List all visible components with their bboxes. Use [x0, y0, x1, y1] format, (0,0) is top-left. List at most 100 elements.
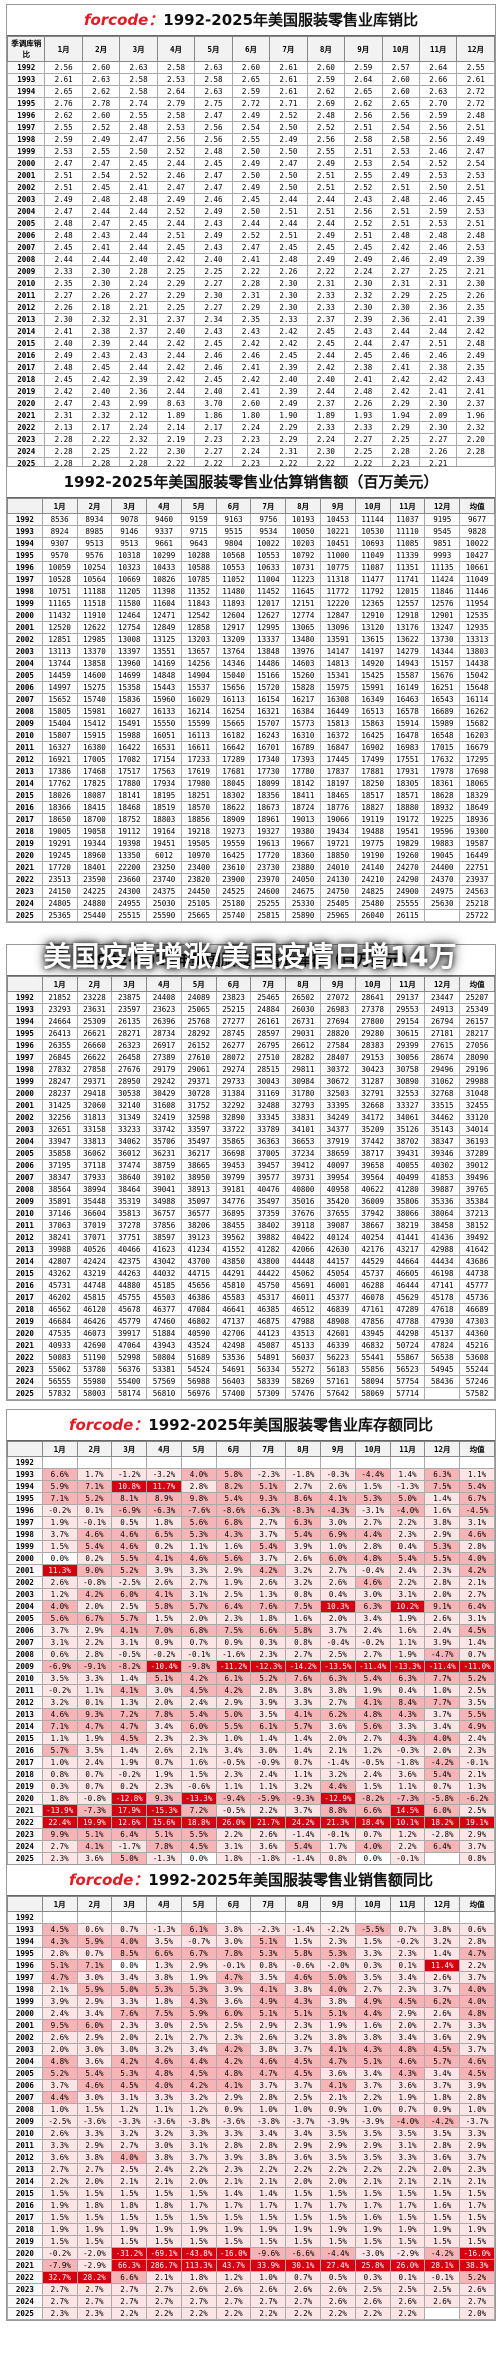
year-cell: 2021 [7, 1804, 43, 1817]
value-cell: 39412 [285, 1159, 322, 1172]
value-cell: 1.5% [41, 2211, 78, 2224]
value-cell: 1.4% [250, 1732, 287, 1745]
value-cell: 2.7% [180, 1576, 217, 1589]
value-cell [180, 1456, 217, 1469]
table-row: 2004 13744 13858 13960 14169 14256 14346 14486 1… [7, 657, 495, 670]
value-cell: 0.7% [424, 1780, 461, 1793]
title-text: 1992-2025年美国服装零售业库存（百万美元） [86, 951, 416, 969]
year-cell: 2025 [7, 2307, 43, 2320]
value-cell: 30043 [250, 1075, 287, 1088]
value-cell: 2.59 [418, 205, 458, 218]
value-cell: 3.3% [41, 2139, 78, 2152]
value-cell: 2.58 [344, 133, 383, 146]
value-cell: 6.1% [180, 1923, 217, 1936]
value-cell: 2.7% [354, 1732, 391, 1745]
value-cell: 2.7% [111, 2295, 148, 2308]
column-header: 4月 [146, 976, 182, 992]
value-cell: 25255 [250, 897, 287, 910]
value-cell: 31349 [111, 1111, 148, 1124]
value-cell: 24270 [389, 861, 426, 874]
value-cell: 43850 [215, 1255, 252, 1268]
value-cell: 0.7% [354, 1828, 391, 1841]
value-cell: 9.9% [41, 1828, 78, 1841]
value-cell: 11.7% [146, 1480, 182, 1493]
value-cell: 4.7% [320, 2055, 356, 2068]
value-cell: 2.61 [456, 73, 495, 86]
value-cell: 11480 [215, 585, 252, 598]
value-cell: 2.4% [76, 1756, 113, 1769]
value-cell: 19883 [424, 837, 461, 850]
column-header: 12月 [424, 1896, 461, 1912]
value-cell: 2.47 [231, 241, 271, 254]
value-cell: 30672 [320, 1075, 356, 1088]
table-row: 2023 24150 24225 24300 24375 24450 24525 24600 2… [7, 885, 495, 898]
value-cell: 37019 [76, 1219, 113, 1232]
year-cell: 2006 [7, 681, 43, 694]
value-cell: 16029 [180, 693, 217, 706]
year-cell: 1996 [7, 561, 43, 574]
value-cell: 0.8% [285, 1636, 322, 1649]
value-cell: 17393 [285, 753, 322, 766]
value-cell: 2.3% [250, 1648, 287, 1661]
value-cell: 14699 [111, 669, 148, 682]
value-cell: 1.5% [354, 1935, 391, 1948]
value-cell: 2.64 [344, 73, 383, 86]
value-cell: 2.59 [306, 73, 346, 86]
value-cell: 2.9% [354, 2139, 391, 2152]
value-cell: 4.4% [180, 2055, 217, 2068]
value-cell: 46339 [320, 1339, 356, 1352]
value-cell: 15988 [111, 729, 148, 742]
value-cell: 1.9% [111, 2223, 148, 2236]
value-cell: -0.1% [76, 1516, 113, 1529]
year-cell: 2004 [7, 2055, 43, 2068]
value-cell: 2.26 [269, 265, 308, 278]
value-cell: 0.3% [41, 1780, 78, 1793]
year-cell: 1995 [7, 1492, 43, 1505]
value-cell: 28950 [111, 1075, 148, 1088]
value-cell: -3.8% [250, 2115, 287, 2128]
table-row: 2023 2.7% 2.7% 2.7% 2.7% 2.6% 2.6% 2.6% 2.6% 2.6%… [7, 2283, 495, 2296]
value-cell: 4.2% [76, 1588, 113, 1601]
value-cell: -8.2% [111, 1660, 148, 1673]
year-cell: 2007 [6, 241, 46, 254]
value-cell: 2.24 [119, 277, 158, 290]
value-cell: 39087 [320, 1219, 356, 1232]
value-cell: 2.29 [269, 421, 308, 434]
value-cell: 2.42 [156, 373, 196, 386]
value-cell: 15915 [76, 729, 113, 742]
value-cell: 25740 [215, 909, 252, 922]
table-row: 1998 10751 11188 11205 11398 11352 11480 11452 1… [7, 585, 495, 598]
value-cell: 2.43 [119, 349, 158, 362]
value-cell: 2.27 [194, 301, 233, 314]
table-row: 1995 26413 26621 28271 28734 28292 28745 28597 2… [7, 1027, 495, 1040]
year-cell: 1995 [6, 97, 46, 110]
year-cell: 2006 [7, 1624, 43, 1637]
value-cell: 44664 [389, 1255, 426, 1268]
value-cell: 40302 [424, 1159, 461, 1172]
value-cell: 2.27 [44, 289, 83, 302]
value-cell: 24880 [76, 897, 113, 910]
year-cell: 2004 [7, 1600, 43, 1613]
value-cell: -13.3% [180, 1792, 217, 1805]
value-cell: 10193 [285, 513, 322, 526]
value-cell: 4.7% [215, 1971, 252, 1984]
value-cell: 35209 [354, 1123, 391, 1136]
value-cell: 16701 [250, 741, 287, 754]
value-cell: 12754 [111, 621, 148, 634]
value-cell: 1.5% [180, 2235, 217, 2248]
value-cell: 23597 [111, 1003, 148, 1016]
value-cell: 1.4% [215, 2187, 252, 2200]
value-cell: 2.49 [194, 229, 233, 242]
value-cell: 12935 [459, 621, 495, 634]
value-cell: 3.2% [146, 2127, 182, 2140]
value-cell: 4.5% [111, 1732, 148, 1745]
value-cell: 5.1% [250, 1935, 287, 1948]
table-row: 2015 2.40 2.39 2.44 2.42 2.45 2.42 2.42 2.45 2.44… [6, 337, 495, 350]
value-cell: 24210 [354, 873, 391, 886]
table-row: 2004 33947 33813 34062 35706 35497 35865 36363 3… [7, 1135, 495, 1148]
value-cell: 1.5% [41, 2187, 78, 2200]
value-cell: 28090 [459, 1051, 495, 1064]
value-cell: 2.47 [269, 157, 308, 170]
value-cell: 2.9% [180, 1959, 217, 1972]
value-cell: 46802 [180, 1315, 217, 1328]
